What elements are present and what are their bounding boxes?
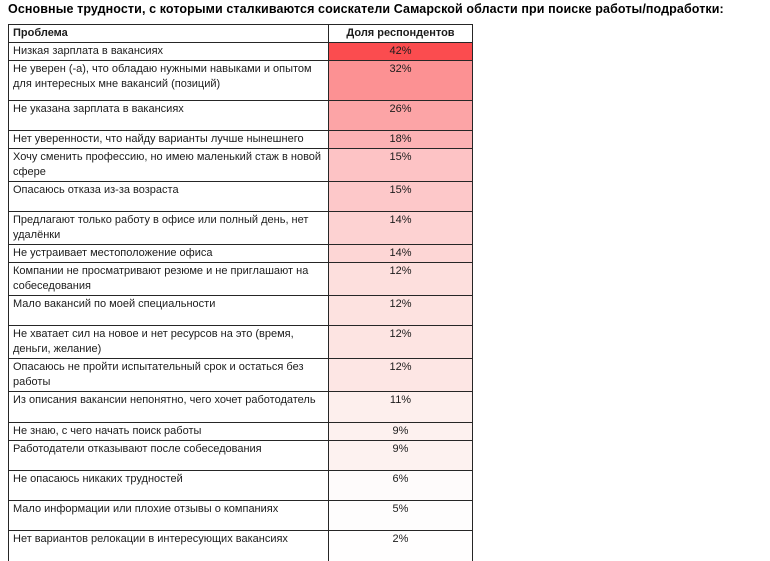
table-row: Хочу сменить профессию, но имею маленьки… (8, 148, 473, 182)
difficulties-table: Проблема Доля респондентов Низкая зарпла… (8, 24, 473, 561)
table-row: Не устраивает местоположение офиса 14% (8, 244, 473, 263)
value-cell: 12% (328, 358, 473, 392)
problem-cell: Не указана зарплата в вакансиях (8, 100, 329, 131)
value-cell: 2% (328, 530, 473, 561)
value-cell: 32% (328, 60, 473, 101)
table-body: Низкая зарплата в вакансиях 42% Не увере… (8, 42, 473, 561)
problem-cell: Нет уверенности, что найду варианты лучш… (8, 130, 329, 149)
problem-cell: Компании не просматривают резюме и не пр… (8, 262, 329, 296)
value-cell: 15% (328, 181, 473, 212)
table-row: Не указана зарплата в вакансиях 26% (8, 100, 473, 131)
problem-cell: Низкая зарплата в вакансиях (8, 42, 329, 61)
table-row: Не уверен (-а), что обладаю нужными навы… (8, 60, 473, 101)
table-row: Нет вариантов релокации в интересующих в… (8, 530, 473, 561)
problem-cell: Предлагают только работу в офисе или пол… (8, 211, 329, 245)
problem-cell: Не опасаюсь никаких трудностей (8, 470, 329, 501)
value-cell: 14% (328, 211, 473, 245)
table-row: Работодатели отказывают после собеседова… (8, 440, 473, 471)
table-row: Не опасаюсь никаких трудностей 6% (8, 470, 473, 501)
table-row: Не хватает сил на новое и нет ресурсов н… (8, 325, 473, 359)
problem-cell: Хочу сменить профессию, но имею маленьки… (8, 148, 329, 182)
problem-cell: Не устраивает местоположение офиса (8, 244, 329, 263)
value-cell: 9% (328, 422, 473, 441)
table-header-row: Проблема Доля респондентов (8, 24, 473, 43)
value-cell: 42% (328, 42, 473, 61)
table-row: Мало информации или плохие отзывы о комп… (8, 500, 473, 531)
table-row: Низкая зарплата в вакансиях 42% (8, 42, 473, 61)
table-row: Предлагают только работу в офисе или пол… (8, 211, 473, 245)
table-header: Проблема Доля респондентов (8, 24, 473, 43)
problem-cell: Из описания вакансии непонятно, чего хоч… (8, 391, 329, 423)
problem-cell: Опасаюсь не пройти испытательный срок и … (8, 358, 329, 392)
value-cell: 12% (328, 262, 473, 296)
page-title: Основные трудности, с которыми сталкиваю… (8, 2, 724, 16)
value-cell: 9% (328, 440, 473, 471)
value-cell: 18% (328, 130, 473, 149)
table-row: Опасаюсь отказа из-за возраста 15% (8, 181, 473, 212)
column-header-problem: Проблема (8, 24, 329, 43)
value-cell: 6% (328, 470, 473, 501)
problem-cell: Мало информации или плохие отзывы о комп… (8, 500, 329, 531)
table-row: Компании не просматривают резюме и не пр… (8, 262, 473, 296)
table-row: Из описания вакансии непонятно, чего хоч… (8, 391, 473, 423)
value-cell: 14% (328, 244, 473, 263)
table-row: Нет уверенности, что найду варианты лучш… (8, 130, 473, 149)
problem-cell: Нет вариантов релокации в интересующих в… (8, 530, 329, 561)
value-cell: 11% (328, 391, 473, 423)
table-row: Мало вакансий по моей специальности 12% (8, 295, 473, 326)
problem-cell: Не хватает сил на новое и нет ресурсов н… (8, 325, 329, 359)
problem-cell: Не знаю, с чего начать поиск работы (8, 422, 329, 441)
value-cell: 12% (328, 325, 473, 359)
problem-cell: Опасаюсь отказа из-за возраста (8, 181, 329, 212)
problem-cell: Не уверен (-а), что обладаю нужными навы… (8, 60, 329, 101)
table-row: Опасаюсь не пройти испытательный срок и … (8, 358, 473, 392)
value-cell: 26% (328, 100, 473, 131)
table-row: Не знаю, с чего начать поиск работы 9% (8, 422, 473, 441)
value-cell: 12% (328, 295, 473, 326)
problem-cell: Работодатели отказывают после собеседова… (8, 440, 329, 471)
value-cell: 5% (328, 500, 473, 531)
value-cell: 15% (328, 148, 473, 182)
problem-cell: Мало вакансий по моей специальности (8, 295, 329, 326)
column-header-share: Доля респондентов (328, 24, 473, 43)
